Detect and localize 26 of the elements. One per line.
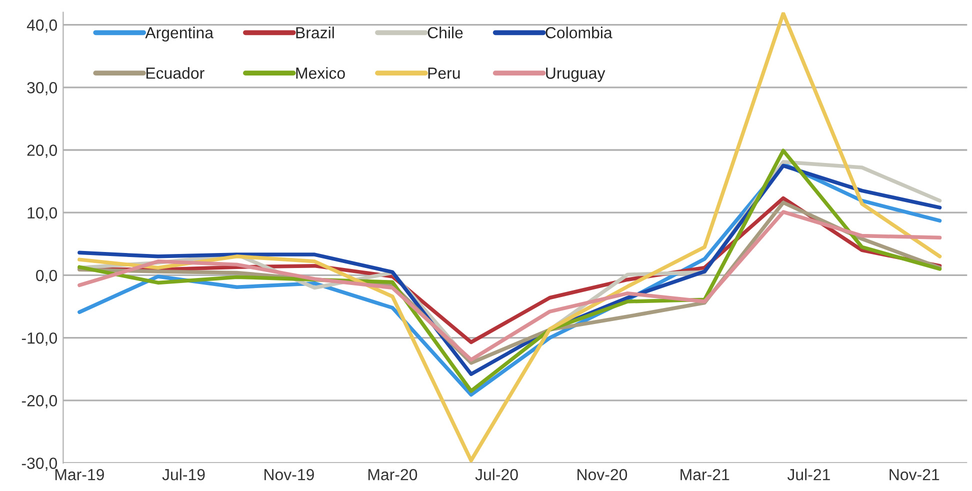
- legend-label: Ecuador: [146, 67, 204, 79]
- y-tick-label: -30,0: [22, 458, 58, 471]
- x-tick-label: Jul-20: [475, 468, 518, 480]
- y-tick-label: 20,0: [27, 144, 58, 158]
- legend-label: Uruguay: [546, 68, 606, 82]
- x-tick-label: Mar-20: [368, 468, 418, 480]
- y-tick-label: 30,0: [27, 82, 58, 96]
- legend-label: Colombia: [546, 26, 612, 38]
- y-tick-label: 40,0: [26, 19, 58, 33]
- legend-label: Peru: [428, 68, 460, 79]
- legend-label: Argentina: [145, 26, 214, 42]
- y-tick-label: -10,0: [22, 332, 58, 346]
- legend-label: Brazil: [296, 26, 334, 38]
- y-tick-label: -20,0: [22, 395, 58, 408]
- legend-label: Chile: [428, 26, 463, 38]
- y-tick-label: 10,0: [28, 207, 58, 220]
- x-tick-label: Jul-19: [162, 468, 205, 480]
- x-tick-label: Nov-19: [264, 468, 314, 480]
- x-tick-label: Nov-20: [578, 468, 628, 480]
- x-tick-label: Jul-21: [787, 468, 830, 480]
- x-tick-label: Mar-21: [680, 468, 730, 480]
- y-tick-label: 0,0: [36, 270, 57, 284]
- legend-label: Mexico: [296, 67, 345, 79]
- line-series: [78, 12, 942, 462]
- x-tick-label: Nov-21: [890, 468, 940, 480]
- x-tick-label: Mar-19: [55, 468, 104, 480]
